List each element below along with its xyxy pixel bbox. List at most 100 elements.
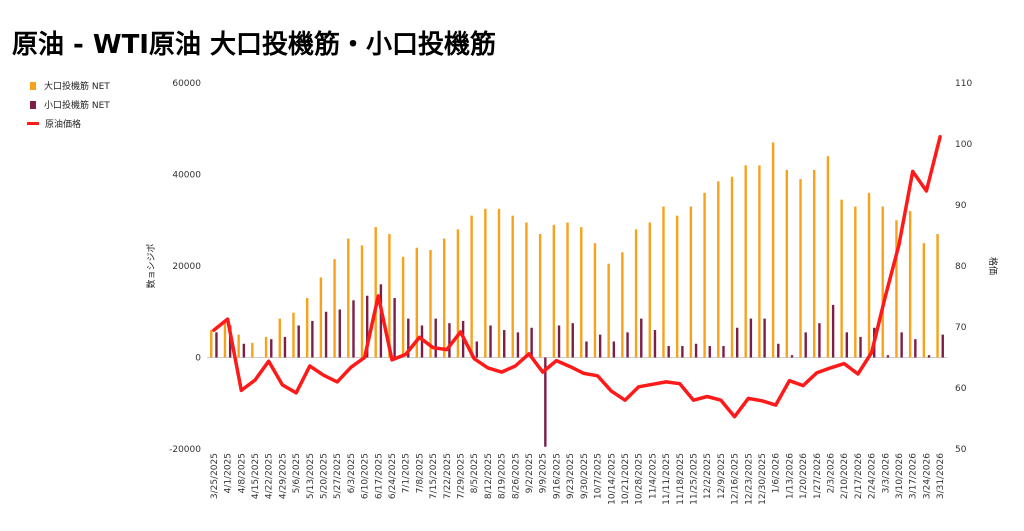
bar-small-speculators: [681, 346, 684, 358]
bar-small-speculators: [941, 334, 944, 358]
x-tick-label: 10/28/2025: [635, 453, 645, 505]
bar-small-speculators: [379, 284, 383, 358]
y2-tick-label: 80: [955, 262, 967, 272]
bar-small-speculators: [914, 339, 917, 358]
x-tick-label: 3/24/2026: [922, 453, 932, 499]
bar-large-speculators: [703, 192, 706, 358]
bar-large-speculators: [538, 233, 542, 358]
legend-label-small: 小口投機筋 NET: [44, 101, 110, 111]
bar-small-speculators: [831, 304, 835, 358]
x-tick-label: 3/25/2025: [210, 453, 220, 499]
bar-large-speculators: [922, 243, 926, 358]
bar-large-speculators: [826, 156, 830, 358]
bar-small-speculators: [311, 320, 314, 358]
x-tick-label: 10/14/2025: [607, 453, 617, 505]
bar-small-speculators: [544, 357, 547, 447]
bar-large-speculators: [675, 215, 679, 358]
bar-small-speculators: [557, 325, 561, 358]
legend-item-oil-price[interactable]: 原油価格: [27, 114, 110, 133]
bar-large-speculators: [401, 256, 405, 358]
bar-small-speculators: [722, 346, 725, 358]
x-tick-label: 6/10/2025: [361, 453, 371, 499]
legend-item-large-speculators[interactable]: 大口投機筋 NET: [30, 76, 110, 95]
bar-small-speculators: [489, 325, 492, 358]
x-tick-label: 9/16/2025: [552, 453, 562, 499]
bar-small-speculators: [749, 318, 753, 358]
bar-small-speculators: [585, 341, 588, 358]
x-tick-label: 7/8/2025: [415, 453, 425, 493]
x-tick-label: 8/19/2025: [498, 453, 508, 499]
bar-small-speculators: [804, 332, 807, 358]
x-tick-label: 10/7/2025: [594, 453, 604, 499]
y2-tick-label: 60: [955, 384, 967, 394]
bar-small-speculators: [640, 318, 643, 358]
bar-large-speculators: [607, 263, 610, 358]
legend-swatch-price: [27, 122, 39, 125]
bar-large-speculators: [511, 215, 514, 358]
x-tick-label: 11/18/2025: [676, 453, 686, 505]
x-tick-label: 10/21/2025: [621, 453, 631, 505]
bar-large-speculators: [415, 247, 419, 358]
x-tick-label: 1/6/2026: [772, 453, 782, 494]
bar-large-speculators: [552, 224, 556, 358]
bar-large-speculators: [730, 176, 734, 358]
bar-small-speculators: [242, 343, 246, 358]
x-tick-label: 3/3/2026: [881, 453, 891, 494]
legend-item-small-speculators[interactable]: 小口投機筋 NET: [30, 95, 110, 114]
x-tick-label: 9/2/2025: [525, 453, 535, 493]
x-tick-label: 4/15/2025: [251, 453, 261, 499]
bar-large-speculators: [593, 243, 597, 358]
bar-large-speculators: [689, 206, 693, 358]
x-tick-label: 3/10/2026: [895, 453, 905, 499]
legend-label-price: 原油価格: [45, 120, 82, 130]
bar-large-speculators: [785, 169, 789, 358]
bar-small-speculators: [365, 295, 369, 358]
bar-small-speculators: [283, 336, 287, 358]
bar-small-speculators: [927, 355, 931, 358]
x-tick-label: 4/1/2025: [224, 453, 234, 493]
x-tick-label: 11/11/2025: [662, 453, 672, 505]
x-tick-label: 4/8/2025: [237, 453, 247, 493]
x-tick-label: 6/17/2025: [374, 453, 384, 499]
y2-tick-label: 110: [955, 79, 972, 89]
bar-small-speculators: [886, 355, 890, 358]
legend-swatch-large: [30, 81, 36, 90]
x-tick-label: 12/9/2025: [717, 453, 727, 499]
bar-large-speculators: [771, 142, 775, 358]
y-axis-title: 数ョシジポ: [145, 243, 157, 288]
x-tick-label: 3/31/2026: [936, 453, 946, 499]
x-tick-label: 9/23/2025: [566, 453, 576, 499]
x-tick-label: 5/13/2025: [306, 453, 316, 499]
bar-large-speculators: [908, 211, 912, 358]
bar-large-speculators: [717, 181, 720, 358]
bar-large-speculators: [292, 312, 295, 358]
bar-large-speculators: [662, 206, 665, 358]
bar-small-speculators: [338, 309, 341, 358]
y2-tick-label: 70: [955, 323, 967, 333]
bar-large-speculators: [319, 277, 323, 358]
bar-large-speculators: [566, 222, 569, 358]
bar-large-speculators: [840, 199, 843, 358]
bar-large-speculators: [744, 165, 747, 358]
x-tick-label: 12/30/2025: [758, 453, 768, 505]
bar-large-speculators: [580, 227, 583, 358]
bar-large-speculators: [895, 220, 898, 358]
bar-large-speculators: [237, 334, 240, 358]
y-tick-label: 40000: [172, 171, 201, 181]
bar-small-speculators: [845, 332, 849, 358]
x-tick-label: 2/3/2026: [827, 453, 837, 494]
y-tick-label: -20000: [169, 445, 201, 455]
y2-tick-label: 90: [955, 201, 967, 211]
bar-large-speculators: [799, 179, 802, 358]
bar-large-speculators: [264, 336, 268, 358]
bar-large-speculators: [278, 318, 281, 358]
bar-small-speculators: [571, 323, 574, 358]
bar-large-speculators: [854, 206, 857, 358]
x-tick-label: 8/5/2025: [470, 453, 480, 493]
bar-large-speculators: [525, 222, 528, 358]
bar-small-speculators: [393, 298, 396, 358]
bar-large-speculators: [470, 215, 473, 358]
x-tick-label: 11/25/2025: [690, 453, 700, 505]
y2-axis-title: 格価: [987, 257, 999, 275]
